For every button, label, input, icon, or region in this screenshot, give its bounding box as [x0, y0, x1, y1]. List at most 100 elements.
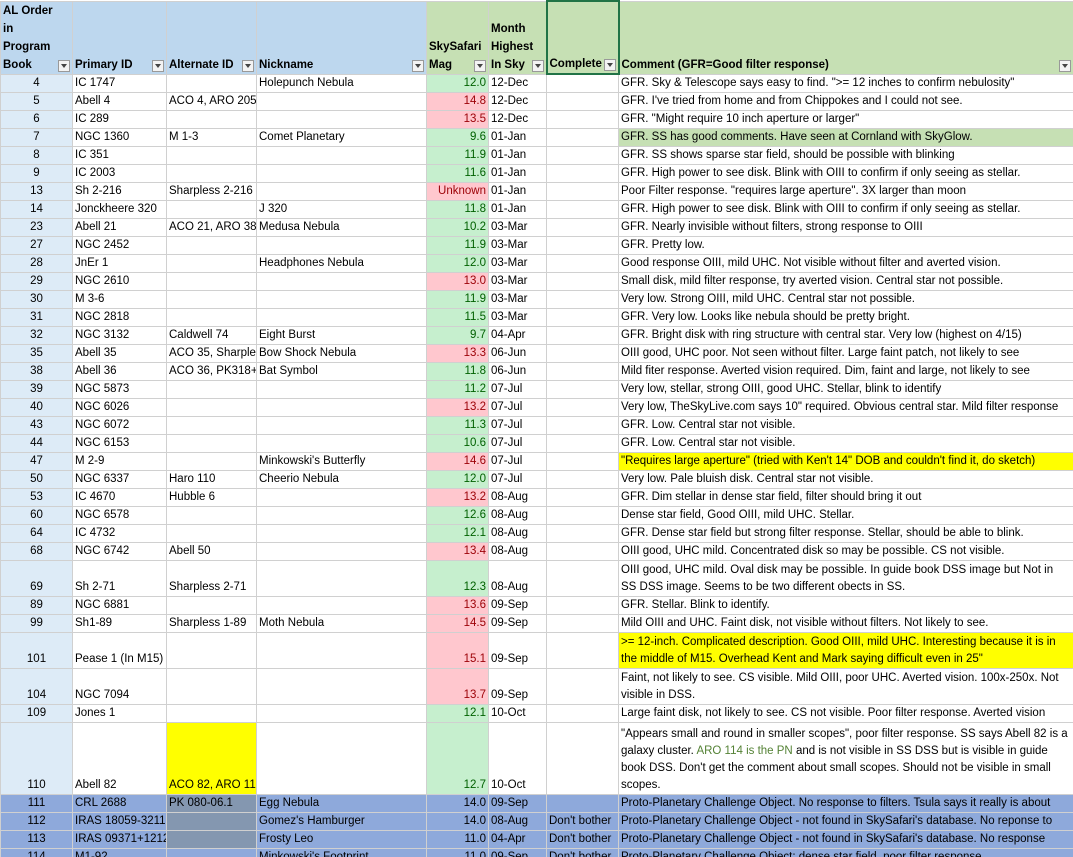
nickname-cell [256, 289, 427, 309]
comment-cell: Dense star field, Good OIII, mild UHC. S… [618, 505, 1073, 525]
primary-cell: NGC 1360 [72, 127, 167, 147]
nickname-cell [256, 271, 427, 291]
complete-cell [546, 181, 619, 201]
table-row: 89 NGC 6881 13.6 09-Sep GFR. Stellar. Blink … [0, 595, 1073, 615]
complete-cell [546, 595, 619, 615]
alternate-cell [166, 199, 257, 219]
order-cell: 30 [0, 289, 73, 309]
table-row: 64 IC 4732 12.1 08-Aug GFR. Dense star field… [0, 523, 1073, 543]
primary-cell: NGC 6026 [72, 397, 167, 417]
order-cell: 39 [0, 379, 73, 399]
mag-cell: 11.9 [426, 145, 489, 165]
nickname-cell: Frosty Leo [256, 829, 427, 849]
mag-cell: 15.1 [426, 631, 489, 669]
comment-cell: GFR. SS has good comments. Have seen at … [618, 127, 1073, 147]
month-cell: 06-Jun [488, 361, 547, 381]
nickname-cell: Comet Planetary [256, 127, 427, 147]
complete-cell [546, 271, 619, 291]
mag-cell: 12.0 [426, 253, 489, 273]
nickname-cell [256, 487, 427, 507]
month-cell: 07-Jul [488, 433, 547, 453]
month-cell: 03-Mar [488, 289, 547, 309]
table-row: 69 Sh 2-71 Sharpless 2-71 12.3 08-Aug OIII go… [0, 559, 1073, 597]
month-cell: 08-Aug [488, 505, 547, 525]
primary-cell: Abell 82 [72, 721, 167, 795]
column-header: AL Order in Program Book [0, 0, 73, 75]
table-row: 32 NGC 3132 Caldwell 74 Eight Burst 9.7 04-Ap… [0, 325, 1073, 345]
comment-cell: GFR. I've tried from home and from Chipp… [618, 91, 1073, 111]
table-row: 104 NGC 7094 13.7 09-Sep Faint, not likely t… [0, 667, 1073, 705]
alternate-cell [166, 289, 257, 309]
table-row: 60 NGC 6578 12.6 08-Aug Dense star field, Go… [0, 505, 1073, 525]
nickname-cell [256, 397, 427, 417]
alternate-cell [166, 667, 257, 705]
order-cell: 99 [0, 613, 73, 633]
primary-cell: NGC 6337 [72, 469, 167, 489]
filter-button[interactable] [58, 59, 70, 72]
filter-button[interactable] [412, 59, 424, 72]
table-row: 6 IC 289 13.5 12-Dec GFR. "Might require 10 … [0, 109, 1073, 129]
filter-button[interactable] [603, 59, 616, 71]
mag-cell: 12.1 [426, 523, 489, 543]
table-row: 14 Jonckheere 320 J 320 11.8 01-Jan GFR. High… [0, 199, 1073, 219]
mag-cell: 11.9 [426, 289, 489, 309]
nickname-cell [256, 235, 427, 255]
order-cell: 31 [0, 307, 73, 327]
complete-cell [546, 613, 619, 633]
comment-cell: Proto-Planetary Challenge Object - not f… [618, 829, 1073, 849]
filter-button[interactable] [474, 59, 486, 72]
table-row: 5 Abell 4 ACO 4, ARO 205 14.8 12-Dec GFR. I'v… [0, 91, 1073, 111]
alternate-cell: PK 080-06.1 [166, 793, 257, 813]
mag-cell: 13.7 [426, 667, 489, 705]
month-cell: 10-Oct [488, 703, 547, 723]
month-cell: 07-Jul [488, 415, 547, 435]
alternate-cell [166, 703, 257, 723]
month-cell: 09-Sep [488, 595, 547, 615]
order-cell: 38 [0, 361, 73, 381]
table-row: 8 IC 351 11.9 01-Jan GFR. SS shows sparse st… [0, 145, 1073, 165]
month-cell: 12-Dec [488, 91, 547, 111]
complete-cell [546, 235, 619, 255]
table-row: 43 NGC 6072 11.3 07-Jul GFR. Low. Central st… [0, 415, 1073, 435]
order-cell: 64 [0, 523, 73, 543]
month-cell: 08-Aug [488, 487, 547, 507]
comment-cell: GFR. High power to see disk. Blink with … [618, 199, 1073, 219]
order-cell: 89 [0, 595, 73, 615]
filter-button[interactable] [152, 59, 164, 72]
complete-cell [546, 343, 619, 363]
primary-cell: Abell 21 [72, 217, 167, 237]
table-row: 13 Sh 2-216 Sharpless 2-216 Unknown 01-Jan Po… [0, 181, 1073, 201]
order-cell: 47 [0, 451, 73, 471]
nickname-cell: Minkowski's Footprint [256, 847, 427, 857]
month-cell: 08-Aug [488, 559, 547, 597]
primary-cell: Sh1-89 [72, 613, 167, 633]
alternate-cell [166, 73, 257, 93]
comment-cell: GFR. Nearly invisible without filters, s… [618, 217, 1073, 237]
order-cell: 14 [0, 199, 73, 219]
filter-button[interactable] [531, 59, 544, 72]
complete-cell [546, 487, 619, 507]
month-cell: 12-Dec [488, 73, 547, 93]
comment-cell: "Appears small and round in smaller scop… [618, 721, 1073, 795]
order-cell: 6 [0, 109, 73, 129]
alternate-cell [166, 505, 257, 525]
order-cell: 29 [0, 271, 73, 291]
nickname-cell [256, 145, 427, 165]
month-cell: 01-Jan [488, 145, 547, 165]
mag-cell: 12.0 [426, 73, 489, 93]
primary-cell: NGC 2818 [72, 307, 167, 327]
filter-button[interactable] [1059, 59, 1071, 72]
complete-cell [546, 523, 619, 543]
filter-button[interactable] [242, 59, 254, 72]
complete-cell [546, 469, 619, 489]
complete-cell: Don't bother [546, 847, 619, 857]
primary-cell: JnEr 1 [72, 253, 167, 273]
alternate-cell [166, 523, 257, 543]
nickname-cell [256, 721, 427, 795]
mag-cell: 13.0 [426, 271, 489, 291]
alternate-cell [166, 235, 257, 255]
complete-cell: Don't bother [546, 811, 619, 831]
order-cell: 69 [0, 559, 73, 597]
comment-cell: "Requires large aperture" (tried with Ke… [618, 451, 1073, 471]
